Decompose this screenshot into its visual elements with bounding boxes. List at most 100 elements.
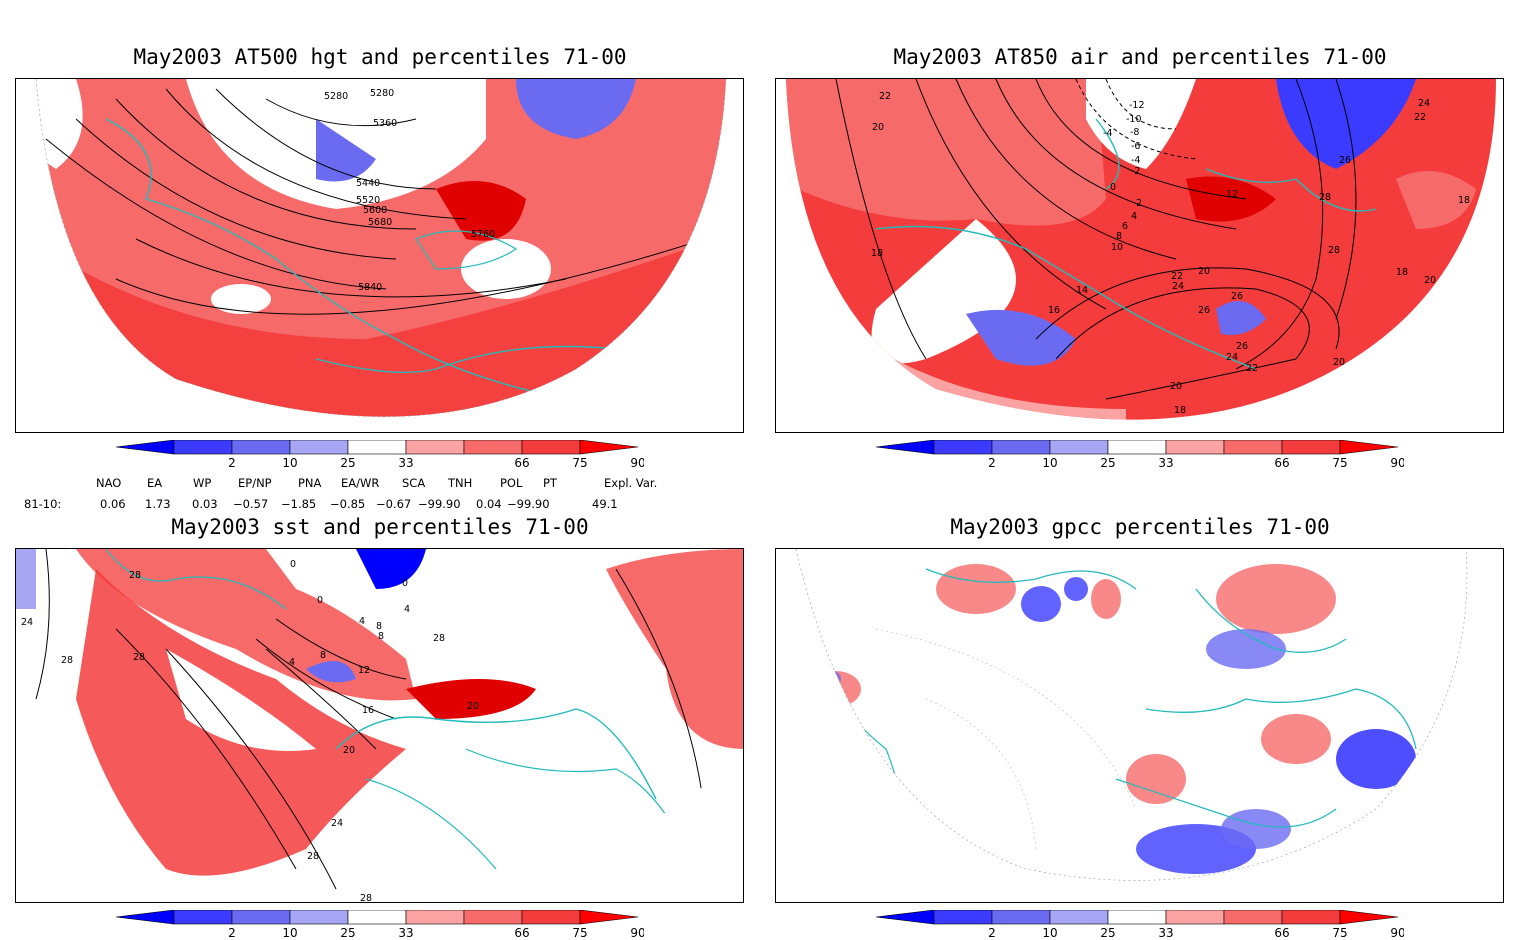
colorbar-arrow-low bbox=[116, 910, 175, 925]
contour-label: 4 bbox=[1131, 211, 1137, 222]
colorbar-arrow-high bbox=[579, 910, 639, 925]
contour-label: 5840 bbox=[358, 282, 382, 293]
colorbar-swatch bbox=[1165, 910, 1225, 925]
contour-label: 22 bbox=[879, 91, 891, 102]
contour-label: 18 bbox=[1396, 267, 1408, 278]
contour-label: 8 bbox=[378, 631, 384, 642]
contour-label: 5360 bbox=[373, 118, 397, 129]
contour-label: 4 bbox=[289, 657, 295, 668]
contour-label: 16 bbox=[362, 705, 374, 716]
colorbar-swatch bbox=[231, 910, 291, 925]
map-sst: 28 24 28 28 0 0 0 4 4 8 8 4 8 12 16 20 2… bbox=[15, 548, 744, 903]
colorbar-label: 33 bbox=[398, 926, 413, 940]
contour-label: 28 bbox=[133, 652, 145, 663]
contour-label: 5760 bbox=[471, 229, 495, 240]
index-header: Expl. Var. bbox=[604, 476, 658, 490]
contour-label: 26 bbox=[1198, 305, 1210, 316]
colorbar-swatches: 210253366759098 bbox=[116, 440, 644, 470]
contour-label: 20 bbox=[1333, 357, 1345, 368]
contour-label: 24 bbox=[21, 617, 33, 628]
colorbar-swatches: 210253366759098 bbox=[876, 910, 1404, 940]
colorbar-arrow-low bbox=[876, 910, 935, 925]
contour-label: 4 bbox=[404, 604, 410, 615]
contour-label: 20 bbox=[467, 701, 479, 712]
index-header: SCA bbox=[402, 476, 426, 490]
index-header-row: NAO EA WP EP/NP PNA EA/WR SCA TNH POL PT… bbox=[0, 476, 700, 492]
map-air: 22 20 -12 -10 -8 -6 -4 -2 -4 0 2 4 6 8 1… bbox=[775, 78, 1504, 433]
colorbar-label: 90 bbox=[1390, 456, 1404, 470]
colorbar-label: 90 bbox=[1390, 926, 1404, 940]
colorbar-label: 75 bbox=[572, 926, 587, 940]
contour-label: 14 bbox=[1076, 285, 1088, 296]
panel-title-gpcc: May2003 gpcc percentiles 71-00 bbox=[950, 515, 1330, 539]
contour-label: 8 bbox=[376, 621, 382, 632]
index-value: −0.57 bbox=[233, 497, 269, 511]
contour-label: 22 bbox=[1246, 363, 1258, 374]
contour-label: 5680 bbox=[368, 217, 392, 228]
colorbar-swatch bbox=[347, 440, 407, 455]
colorbar-label: 33 bbox=[398, 456, 413, 470]
contour-label: 26 bbox=[1236, 341, 1248, 352]
colorbar-swatch bbox=[521, 910, 581, 925]
contour-label: 20 bbox=[343, 745, 355, 756]
colorbar-swatch bbox=[933, 440, 993, 455]
colorbar-label: 33 bbox=[1158, 926, 1173, 940]
index-header: TNH bbox=[448, 476, 473, 490]
colorbar-label: 2 bbox=[988, 456, 996, 470]
map-sst-svg: 28 24 28 28 0 0 0 4 4 8 8 4 8 12 16 20 2… bbox=[16, 549, 743, 903]
colorbar-swatches: 210253366759098 bbox=[116, 910, 644, 940]
colorbar-swatch bbox=[1049, 910, 1109, 925]
contour-label: 24 bbox=[1172, 281, 1184, 292]
contour-label: 22 bbox=[1171, 271, 1183, 282]
map-hgt-svg: 5280 5280 5360 5440 5520 5600 5680 5760 … bbox=[35, 79, 727, 417]
contour-label: 0 bbox=[317, 595, 323, 606]
contour-label: 28 bbox=[433, 633, 445, 644]
colorbar-label: 66 bbox=[1274, 926, 1289, 940]
contour-label: 12 bbox=[1226, 189, 1238, 200]
contour-label: 28 bbox=[1328, 245, 1340, 256]
colorbar-label: 75 bbox=[572, 456, 587, 470]
contour-label: -8 bbox=[1130, 127, 1139, 138]
contour-label: -12 bbox=[1129, 100, 1145, 111]
contour-label: 20 bbox=[872, 122, 884, 133]
colorbar-swatch bbox=[991, 440, 1051, 455]
panel-title-air: May2003 AT850 air and percentiles 71-00 bbox=[893, 45, 1387, 69]
colorbar-swatch bbox=[173, 440, 233, 455]
colorbar-sst: 210253366759098 bbox=[116, 910, 644, 940]
index-header: NAO bbox=[96, 476, 122, 490]
colorbar-arrow-high bbox=[579, 440, 639, 455]
index-header: EP/NP bbox=[238, 476, 272, 490]
contour-label: 0 bbox=[1110, 182, 1116, 193]
colorbar-label: 10 bbox=[282, 926, 297, 940]
colorbar-swatches: 210253366759098 bbox=[876, 440, 1404, 470]
colorbar-arrow-low bbox=[116, 440, 175, 455]
index-value: −99.90 bbox=[507, 497, 550, 511]
colorbar-arrow-high bbox=[1339, 440, 1399, 455]
contour-label: 0 bbox=[290, 559, 296, 570]
contour-label: 28 bbox=[360, 893, 372, 903]
index-value: −99.90 bbox=[418, 497, 461, 511]
index-value: 0.03 bbox=[192, 497, 218, 511]
index-value: 49.1 bbox=[592, 497, 618, 511]
contour-label: 28 bbox=[129, 570, 141, 581]
colorbar-swatch bbox=[1107, 440, 1167, 455]
contour-label: 26 bbox=[1339, 155, 1351, 166]
colorbar-swatch bbox=[405, 440, 465, 455]
map-hgt: 5280 5280 5360 5440 5520 5600 5680 5760 … bbox=[15, 78, 744, 433]
contour-label: 8 bbox=[320, 650, 326, 661]
contour-label: 28 bbox=[1319, 192, 1331, 203]
colorbar-label: 10 bbox=[1042, 926, 1057, 940]
panel-title-sst: May2003 sst and percentiles 71-00 bbox=[171, 515, 589, 539]
contour-label: 20 bbox=[1170, 381, 1182, 392]
index-value: −0.67 bbox=[376, 497, 412, 511]
colorbar-swatch bbox=[1107, 910, 1167, 925]
contour-label: 18 bbox=[871, 248, 883, 259]
colorbar-label: 75 bbox=[1332, 456, 1347, 470]
panel-title-hgt: May2003 AT500 hgt and percentiles 71-00 bbox=[133, 45, 627, 69]
contour-label: 12 bbox=[358, 665, 370, 676]
index-value: −0.85 bbox=[330, 497, 366, 511]
colorbar-label: 90 bbox=[630, 926, 644, 940]
index-row-label: 81-10: bbox=[24, 497, 62, 511]
colorbar-label: 25 bbox=[340, 926, 355, 940]
colorbar-label: 66 bbox=[1274, 456, 1289, 470]
